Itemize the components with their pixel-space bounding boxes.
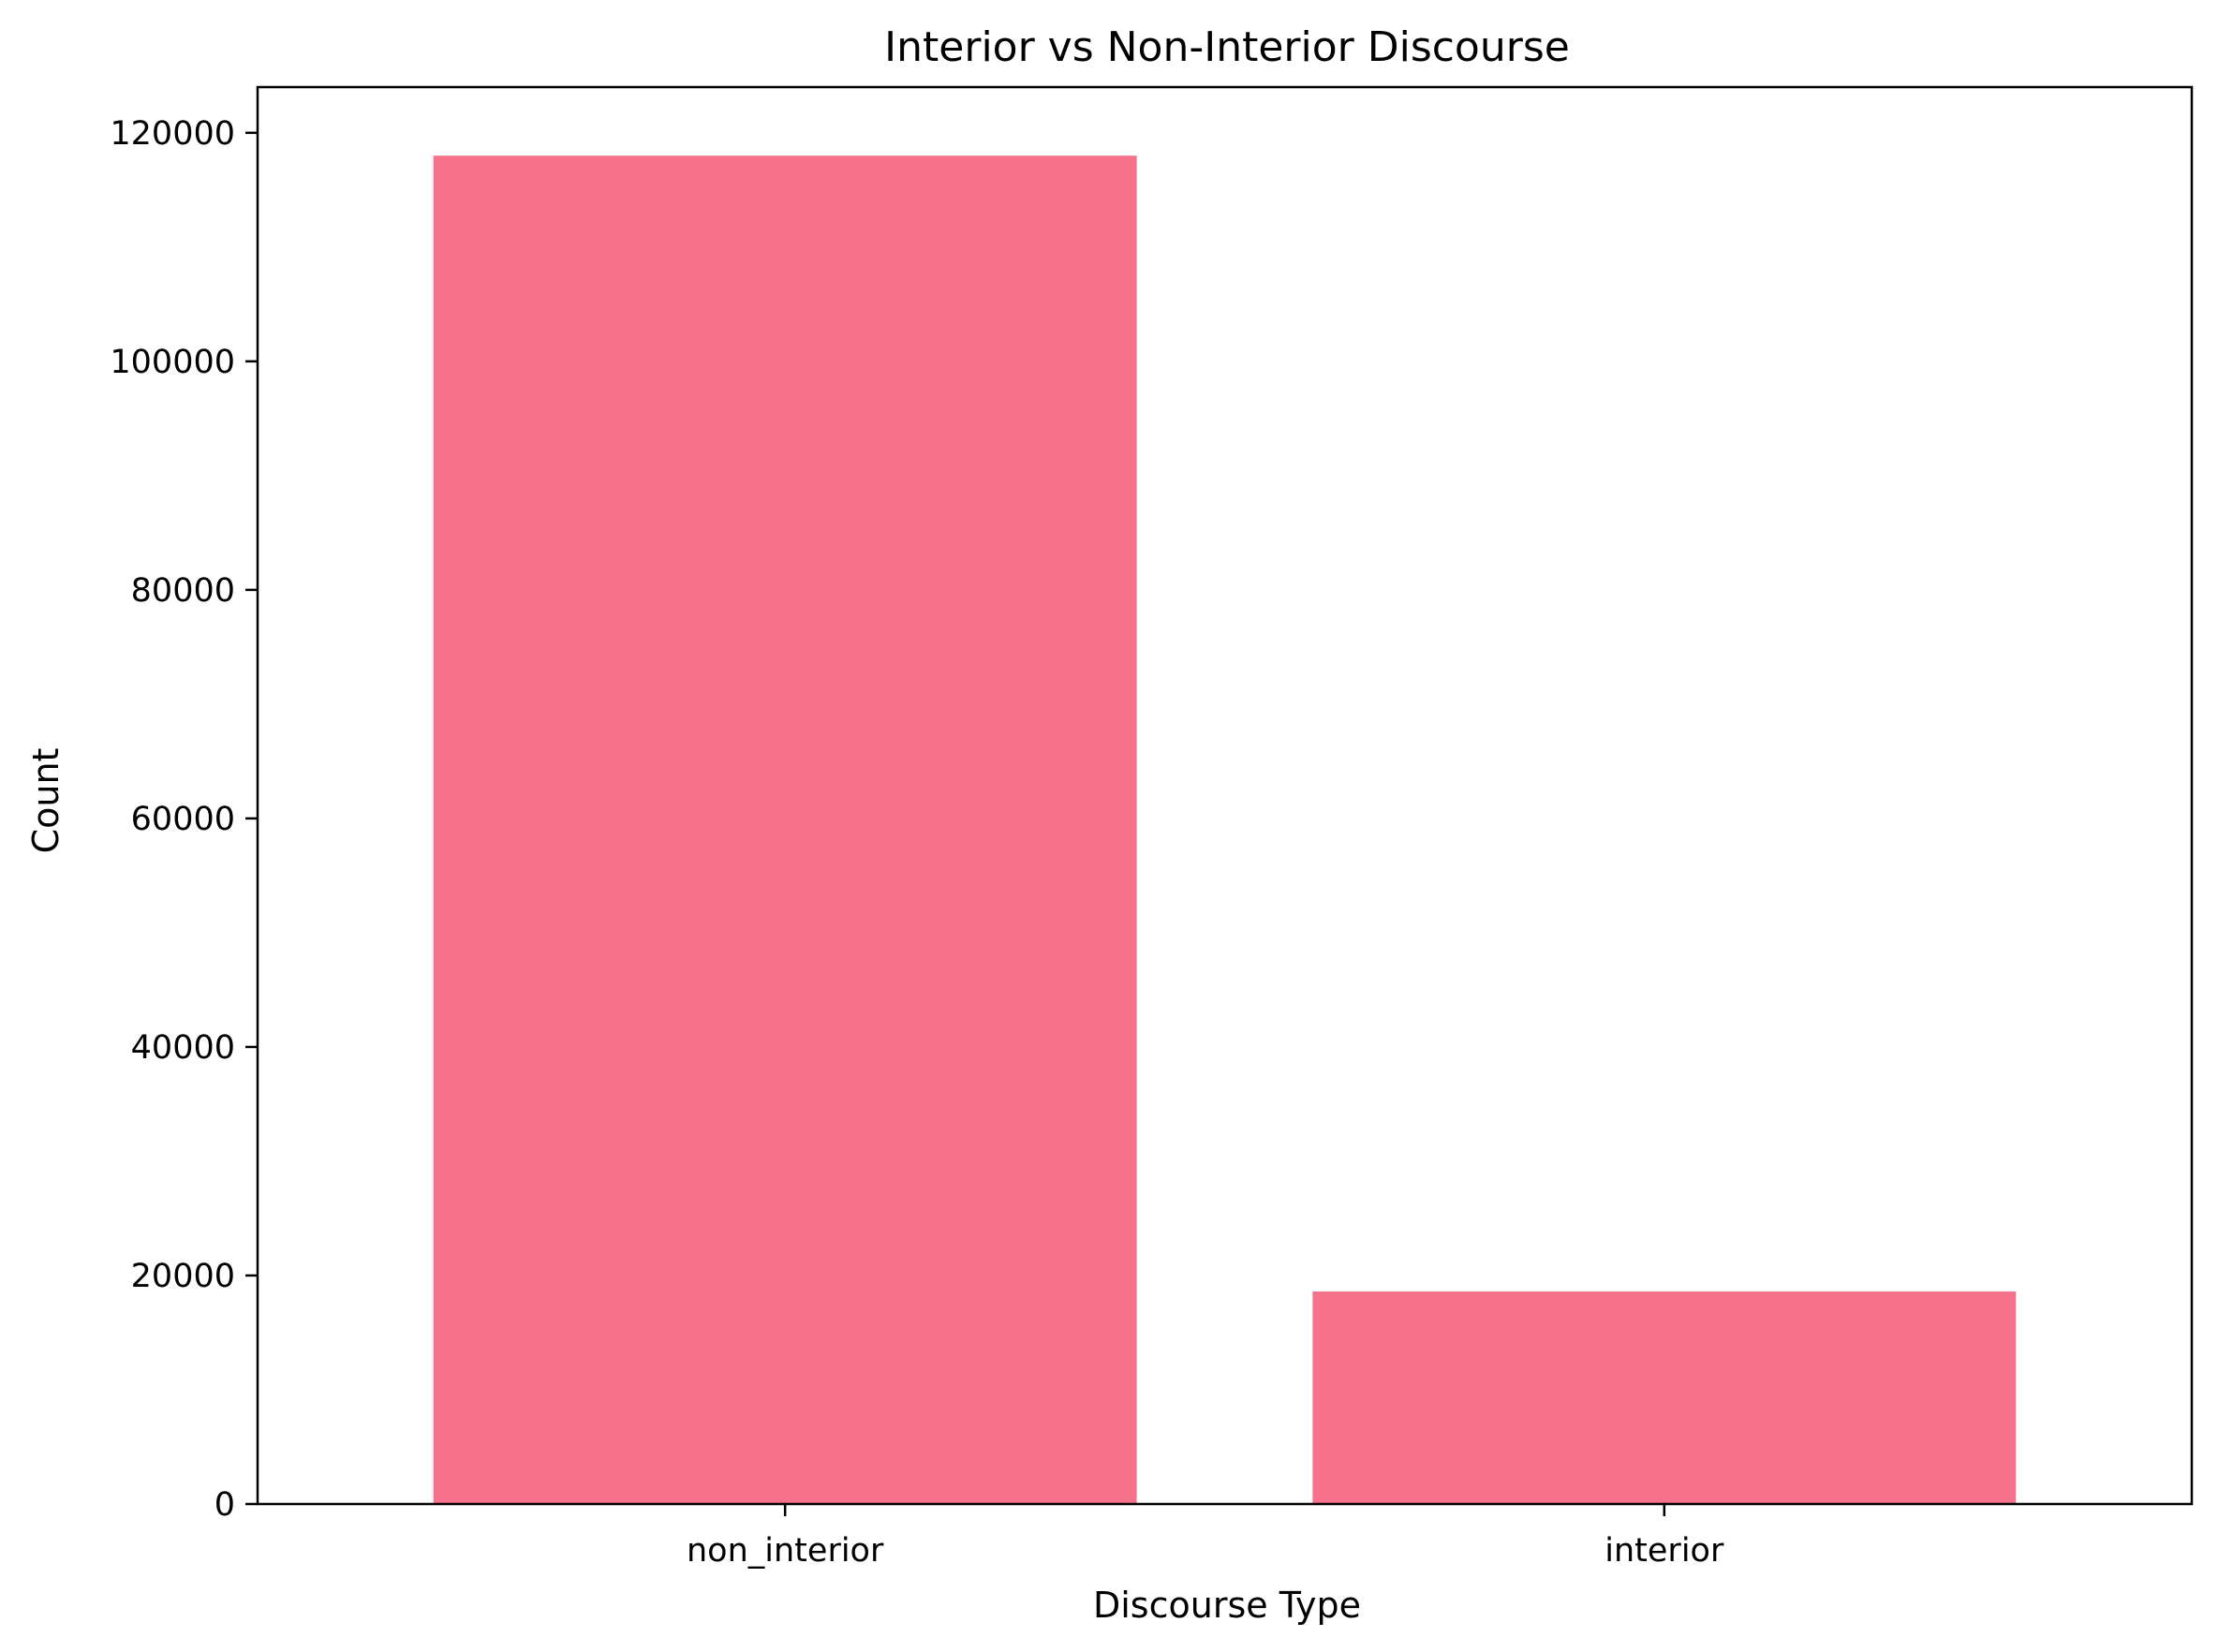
bar-non-interior: [433, 155, 1137, 1504]
x-axis-label: Discourse Type: [1093, 1585, 1361, 1626]
y-axis-label: Count: [25, 748, 67, 854]
bar-interior: [1312, 1291, 2017, 1504]
x-tick-label: non_interior: [687, 1532, 884, 1570]
y-tick-label: 80000: [131, 572, 235, 610]
x-axis: non_interior interior: [687, 1504, 1724, 1570]
chart-title: Interior vs Non-Interior Discourse: [884, 23, 1570, 71]
bars-group: [433, 155, 2017, 1504]
y-tick-label: 60000: [131, 801, 235, 838]
y-tick-label: 40000: [131, 1029, 235, 1067]
plot-frame: [256, 85, 2194, 1506]
y-tick-label: 20000: [131, 1258, 235, 1295]
y-tick-label: 120000: [110, 115, 235, 153]
y-axis: 0 20000 40000 60000 80000 100000 120000: [110, 115, 258, 1524]
x-tick-label: interior: [1604, 1532, 1724, 1570]
y-tick-label: 0: [214, 1486, 235, 1524]
y-tick-label: 100000: [110, 344, 235, 381]
